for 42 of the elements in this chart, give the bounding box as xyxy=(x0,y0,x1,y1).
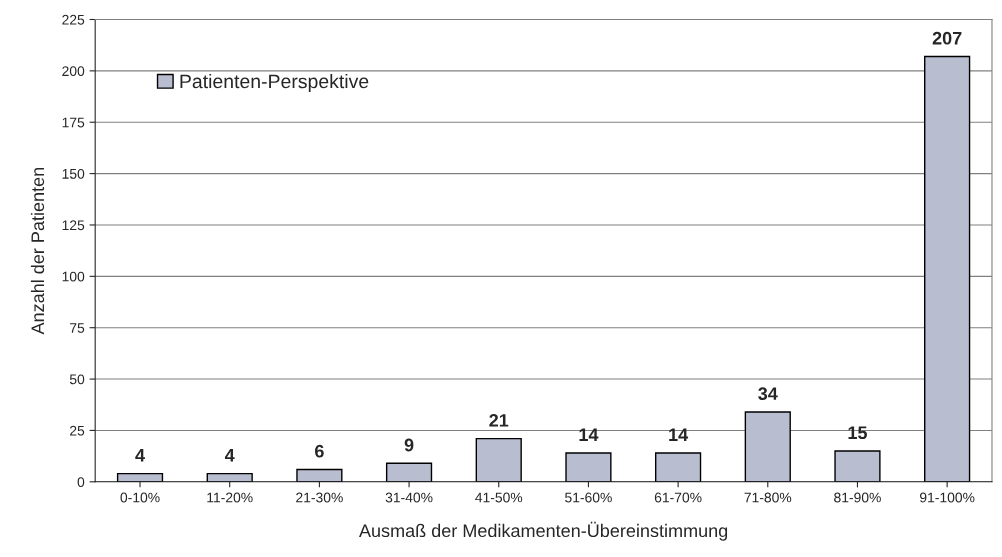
data-label: 4 xyxy=(135,449,145,462)
x-tick-label: 41-50% xyxy=(475,492,523,503)
x-tick-label: 21-30% xyxy=(296,492,343,503)
legend-label: Patienten-Perspektive xyxy=(180,73,369,93)
data-label: 6 xyxy=(315,444,324,458)
data-label: 9 xyxy=(404,438,414,452)
x-tick-label: 0-10% xyxy=(120,492,160,503)
y-tick-label: 150 xyxy=(62,168,85,179)
x-tick-label: 71-80% xyxy=(744,492,792,503)
x-tick-label: 81-90% xyxy=(834,492,881,503)
bar xyxy=(924,55,971,482)
bar xyxy=(296,468,343,482)
x-tick-label: 31-40% xyxy=(385,492,433,503)
bar xyxy=(654,452,702,482)
data-label: 14 xyxy=(579,428,599,441)
bar xyxy=(116,472,164,482)
y-tick-label: 100 xyxy=(62,271,85,282)
data-label: 34 xyxy=(758,387,778,401)
data-label: 4 xyxy=(224,449,235,462)
y-tick-label: 75 xyxy=(70,323,85,333)
bar xyxy=(744,411,791,482)
bar xyxy=(834,450,881,482)
y-tick-label: 25 xyxy=(70,425,85,436)
bar xyxy=(206,472,253,482)
bar xyxy=(475,437,522,482)
bar xyxy=(385,462,433,482)
x-tick-label: 51-60% xyxy=(565,492,612,503)
data-label: 14 xyxy=(669,428,689,441)
y-axis-title: Anzahl der Patienten xyxy=(30,168,45,335)
y-tick-label: 175 xyxy=(62,117,85,128)
x-tick-label: 11-20% xyxy=(207,492,253,503)
x-tick-label: 61-70% xyxy=(654,492,702,503)
y-tick-label: 200 xyxy=(62,66,85,77)
x-axis-title: Ausmaß der Medikamenten-Übereinstimmung xyxy=(358,521,728,541)
data-label: 21 xyxy=(489,413,509,427)
y-tick-label: 0 xyxy=(77,477,85,487)
data-label: 207 xyxy=(932,31,962,45)
y-tick-label: 50 xyxy=(69,374,85,385)
y-tick-label: 125 xyxy=(62,220,85,231)
bar xyxy=(565,452,612,482)
y-tick-label: 225 xyxy=(62,14,85,25)
x-tick-label: 91-100% xyxy=(920,492,975,503)
